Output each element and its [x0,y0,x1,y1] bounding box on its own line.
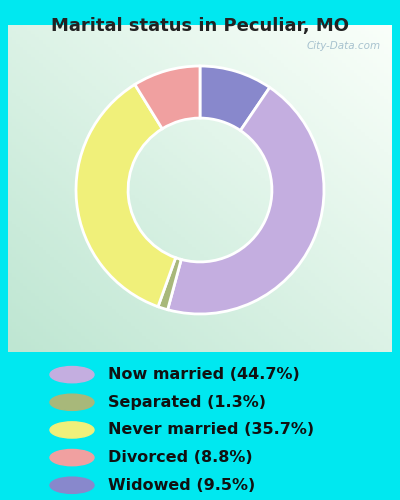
Text: Widowed (9.5%): Widowed (9.5%) [108,478,255,493]
Text: Divorced (8.8%): Divorced (8.8%) [108,450,253,465]
Circle shape [50,394,94,410]
Text: Never married (35.7%): Never married (35.7%) [108,422,314,438]
Wedge shape [158,258,181,310]
Circle shape [50,450,94,466]
Circle shape [50,366,94,382]
Text: Now married (44.7%): Now married (44.7%) [108,367,300,382]
Text: City-Data.com: City-Data.com [306,42,380,51]
Wedge shape [135,66,200,129]
Wedge shape [200,66,270,130]
Circle shape [50,422,94,438]
Circle shape [50,477,94,494]
Wedge shape [76,84,176,306]
Text: Separated (1.3%): Separated (1.3%) [108,395,266,410]
Wedge shape [168,88,324,314]
Text: Marital status in Peculiar, MO: Marital status in Peculiar, MO [51,18,349,36]
